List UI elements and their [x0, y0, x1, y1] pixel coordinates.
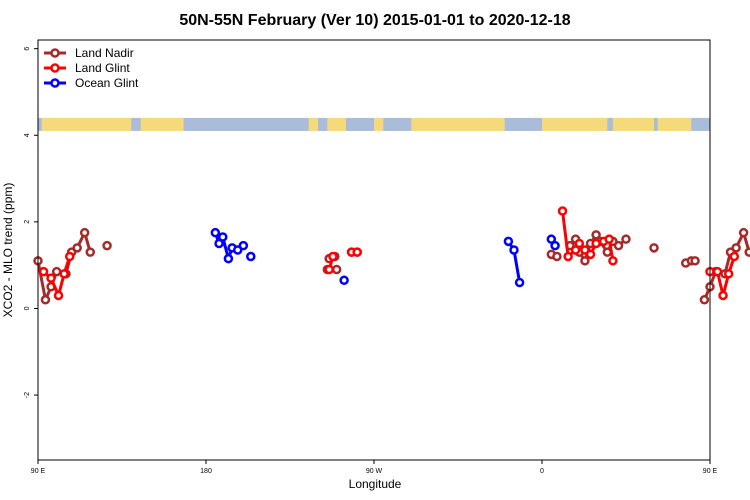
legend-label: Land Nadir	[75, 46, 134, 60]
x-tick-label: 90 E	[703, 468, 718, 475]
data-point	[59, 269, 69, 279]
series-layer	[33, 206, 750, 305]
data-point	[64, 251, 75, 262]
ocean-band-segment	[131, 117, 141, 131]
data-point	[552, 251, 562, 262]
legend-item: Ocean Glint	[44, 76, 139, 90]
legend-label: Ocean Glint	[75, 76, 139, 90]
data-point	[331, 264, 342, 275]
data-point	[352, 247, 362, 257]
data-point	[51, 266, 62, 277]
data-point	[328, 251, 338, 262]
data-point	[509, 245, 519, 255]
series-ocean-glint	[210, 227, 560, 288]
data-point	[712, 266, 723, 277]
data-point	[574, 238, 585, 249]
data-point	[72, 243, 82, 253]
y-tick-label: 6	[24, 47, 31, 51]
data-point	[546, 234, 557, 244]
data-point	[608, 256, 618, 266]
data-point	[563, 251, 573, 262]
data-point	[699, 295, 710, 305]
data-point	[690, 256, 700, 266]
series-land-nadir	[33, 227, 750, 305]
data-point	[550, 240, 560, 251]
y-tick-label: 4	[24, 133, 31, 137]
data-point	[79, 227, 90, 238]
ocean-band-segment	[654, 117, 658, 131]
legend-label: Land Glint	[75, 61, 130, 75]
data-point	[738, 227, 749, 238]
data-point	[557, 206, 568, 216]
data-point	[38, 266, 49, 277]
data-point	[585, 249, 596, 260]
legend-swatch-point	[50, 48, 60, 58]
x-tick-label: 180	[200, 468, 212, 475]
y-tick-label: 0	[24, 306, 31, 310]
data-point	[744, 247, 750, 257]
ocean-band-segment	[183, 117, 309, 131]
data-point	[604, 234, 614, 244]
ocean-band-segment	[691, 117, 710, 131]
series-line	[36, 228, 92, 305]
x-tick-label: 90 W	[366, 468, 383, 475]
data-point	[85, 247, 96, 257]
data-point	[223, 253, 234, 264]
data-point	[503, 236, 514, 247]
ocean-band-segment	[346, 117, 374, 131]
data-point	[591, 238, 601, 249]
data-point	[723, 269, 734, 279]
data-point	[591, 230, 601, 240]
legend-swatch-point	[50, 78, 60, 88]
series-land-glint	[38, 206, 740, 301]
data-point	[621, 234, 631, 244]
data-point	[731, 243, 741, 253]
ocean-band-segment	[383, 117, 412, 131]
x-axis: 90 E 180 90 W 0 90 E	[31, 460, 718, 475]
data-point	[729, 251, 740, 262]
data-point	[514, 277, 525, 288]
data-point	[53, 290, 64, 301]
legend-swatch-point	[50, 63, 60, 73]
data-point	[246, 251, 256, 262]
data-point	[46, 273, 56, 283]
y-tick-label: 2	[24, 220, 31, 224]
x-tick-label: 90 E	[31, 468, 46, 475]
ocean-band-segment	[318, 117, 328, 131]
x-tick-label: 0	[540, 468, 544, 475]
legend-item: Land Nadir	[44, 46, 134, 60]
x-axis-label: Longitude	[349, 477, 402, 491]
data-point	[214, 238, 224, 249]
data-point	[339, 275, 349, 286]
legend-item: Land Glint	[44, 61, 130, 75]
data-point	[718, 290, 728, 301]
ocean-band-segment	[504, 117, 542, 131]
y-axis: -2 0 2 4 6	[24, 47, 38, 398]
data-point	[102, 240, 112, 251]
y-axis-label: XCO2 - MLO trend (ppm)	[1, 183, 15, 318]
data-point	[649, 243, 659, 253]
data-point	[218, 232, 228, 242]
data-point	[40, 295, 51, 305]
land-ocean-band	[38, 117, 710, 131]
data-point	[210, 227, 221, 238]
data-point	[238, 240, 249, 251]
data-point	[570, 245, 581, 255]
data-point	[324, 264, 334, 275]
y-tick-label: -2	[24, 392, 31, 398]
data-point	[580, 256, 590, 266]
ocean-band-segment	[38, 117, 42, 131]
data-point	[613, 240, 624, 251]
ocean-band-segment	[607, 117, 613, 131]
chart-title: 50N-55N February (Ver 10) 2015-01-01 to …	[179, 12, 570, 29]
